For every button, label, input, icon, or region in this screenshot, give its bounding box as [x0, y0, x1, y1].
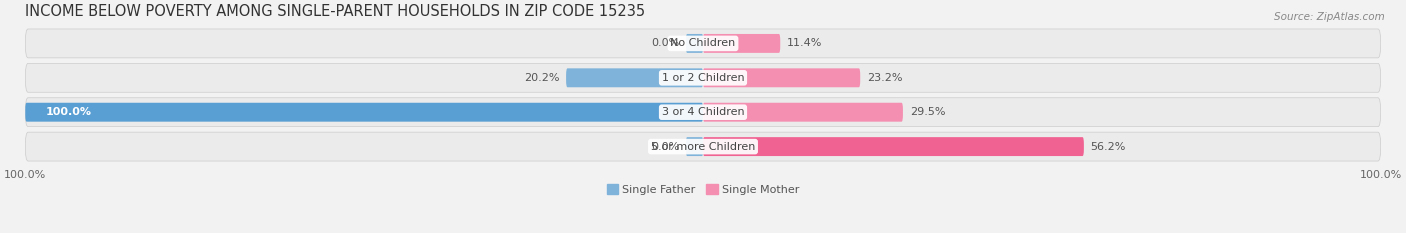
Text: 56.2%: 56.2% [1091, 142, 1126, 152]
FancyBboxPatch shape [25, 103, 703, 122]
FancyBboxPatch shape [686, 34, 703, 53]
FancyBboxPatch shape [703, 34, 780, 53]
Text: 20.2%: 20.2% [524, 73, 560, 83]
Legend: Single Father, Single Mother: Single Father, Single Mother [602, 180, 804, 199]
FancyBboxPatch shape [25, 98, 1381, 127]
FancyBboxPatch shape [25, 29, 1381, 58]
FancyBboxPatch shape [686, 137, 703, 156]
Text: 29.5%: 29.5% [910, 107, 945, 117]
FancyBboxPatch shape [25, 132, 1381, 161]
FancyBboxPatch shape [703, 103, 903, 122]
Text: No Children: No Children [671, 38, 735, 48]
Text: 23.2%: 23.2% [868, 73, 903, 83]
FancyBboxPatch shape [703, 68, 860, 87]
Text: 5 or more Children: 5 or more Children [651, 142, 755, 152]
Text: INCOME BELOW POVERTY AMONG SINGLE-PARENT HOUSEHOLDS IN ZIP CODE 15235: INCOME BELOW POVERTY AMONG SINGLE-PARENT… [25, 4, 645, 19]
FancyBboxPatch shape [703, 137, 1084, 156]
FancyBboxPatch shape [25, 63, 1381, 92]
Text: 3 or 4 Children: 3 or 4 Children [662, 107, 744, 117]
Text: 11.4%: 11.4% [787, 38, 823, 48]
Text: 0.0%: 0.0% [651, 38, 679, 48]
FancyBboxPatch shape [567, 68, 703, 87]
Text: 100.0%: 100.0% [45, 107, 91, 117]
Text: 1 or 2 Children: 1 or 2 Children [662, 73, 744, 83]
Text: 0.0%: 0.0% [651, 142, 679, 152]
Text: Source: ZipAtlas.com: Source: ZipAtlas.com [1274, 12, 1385, 22]
